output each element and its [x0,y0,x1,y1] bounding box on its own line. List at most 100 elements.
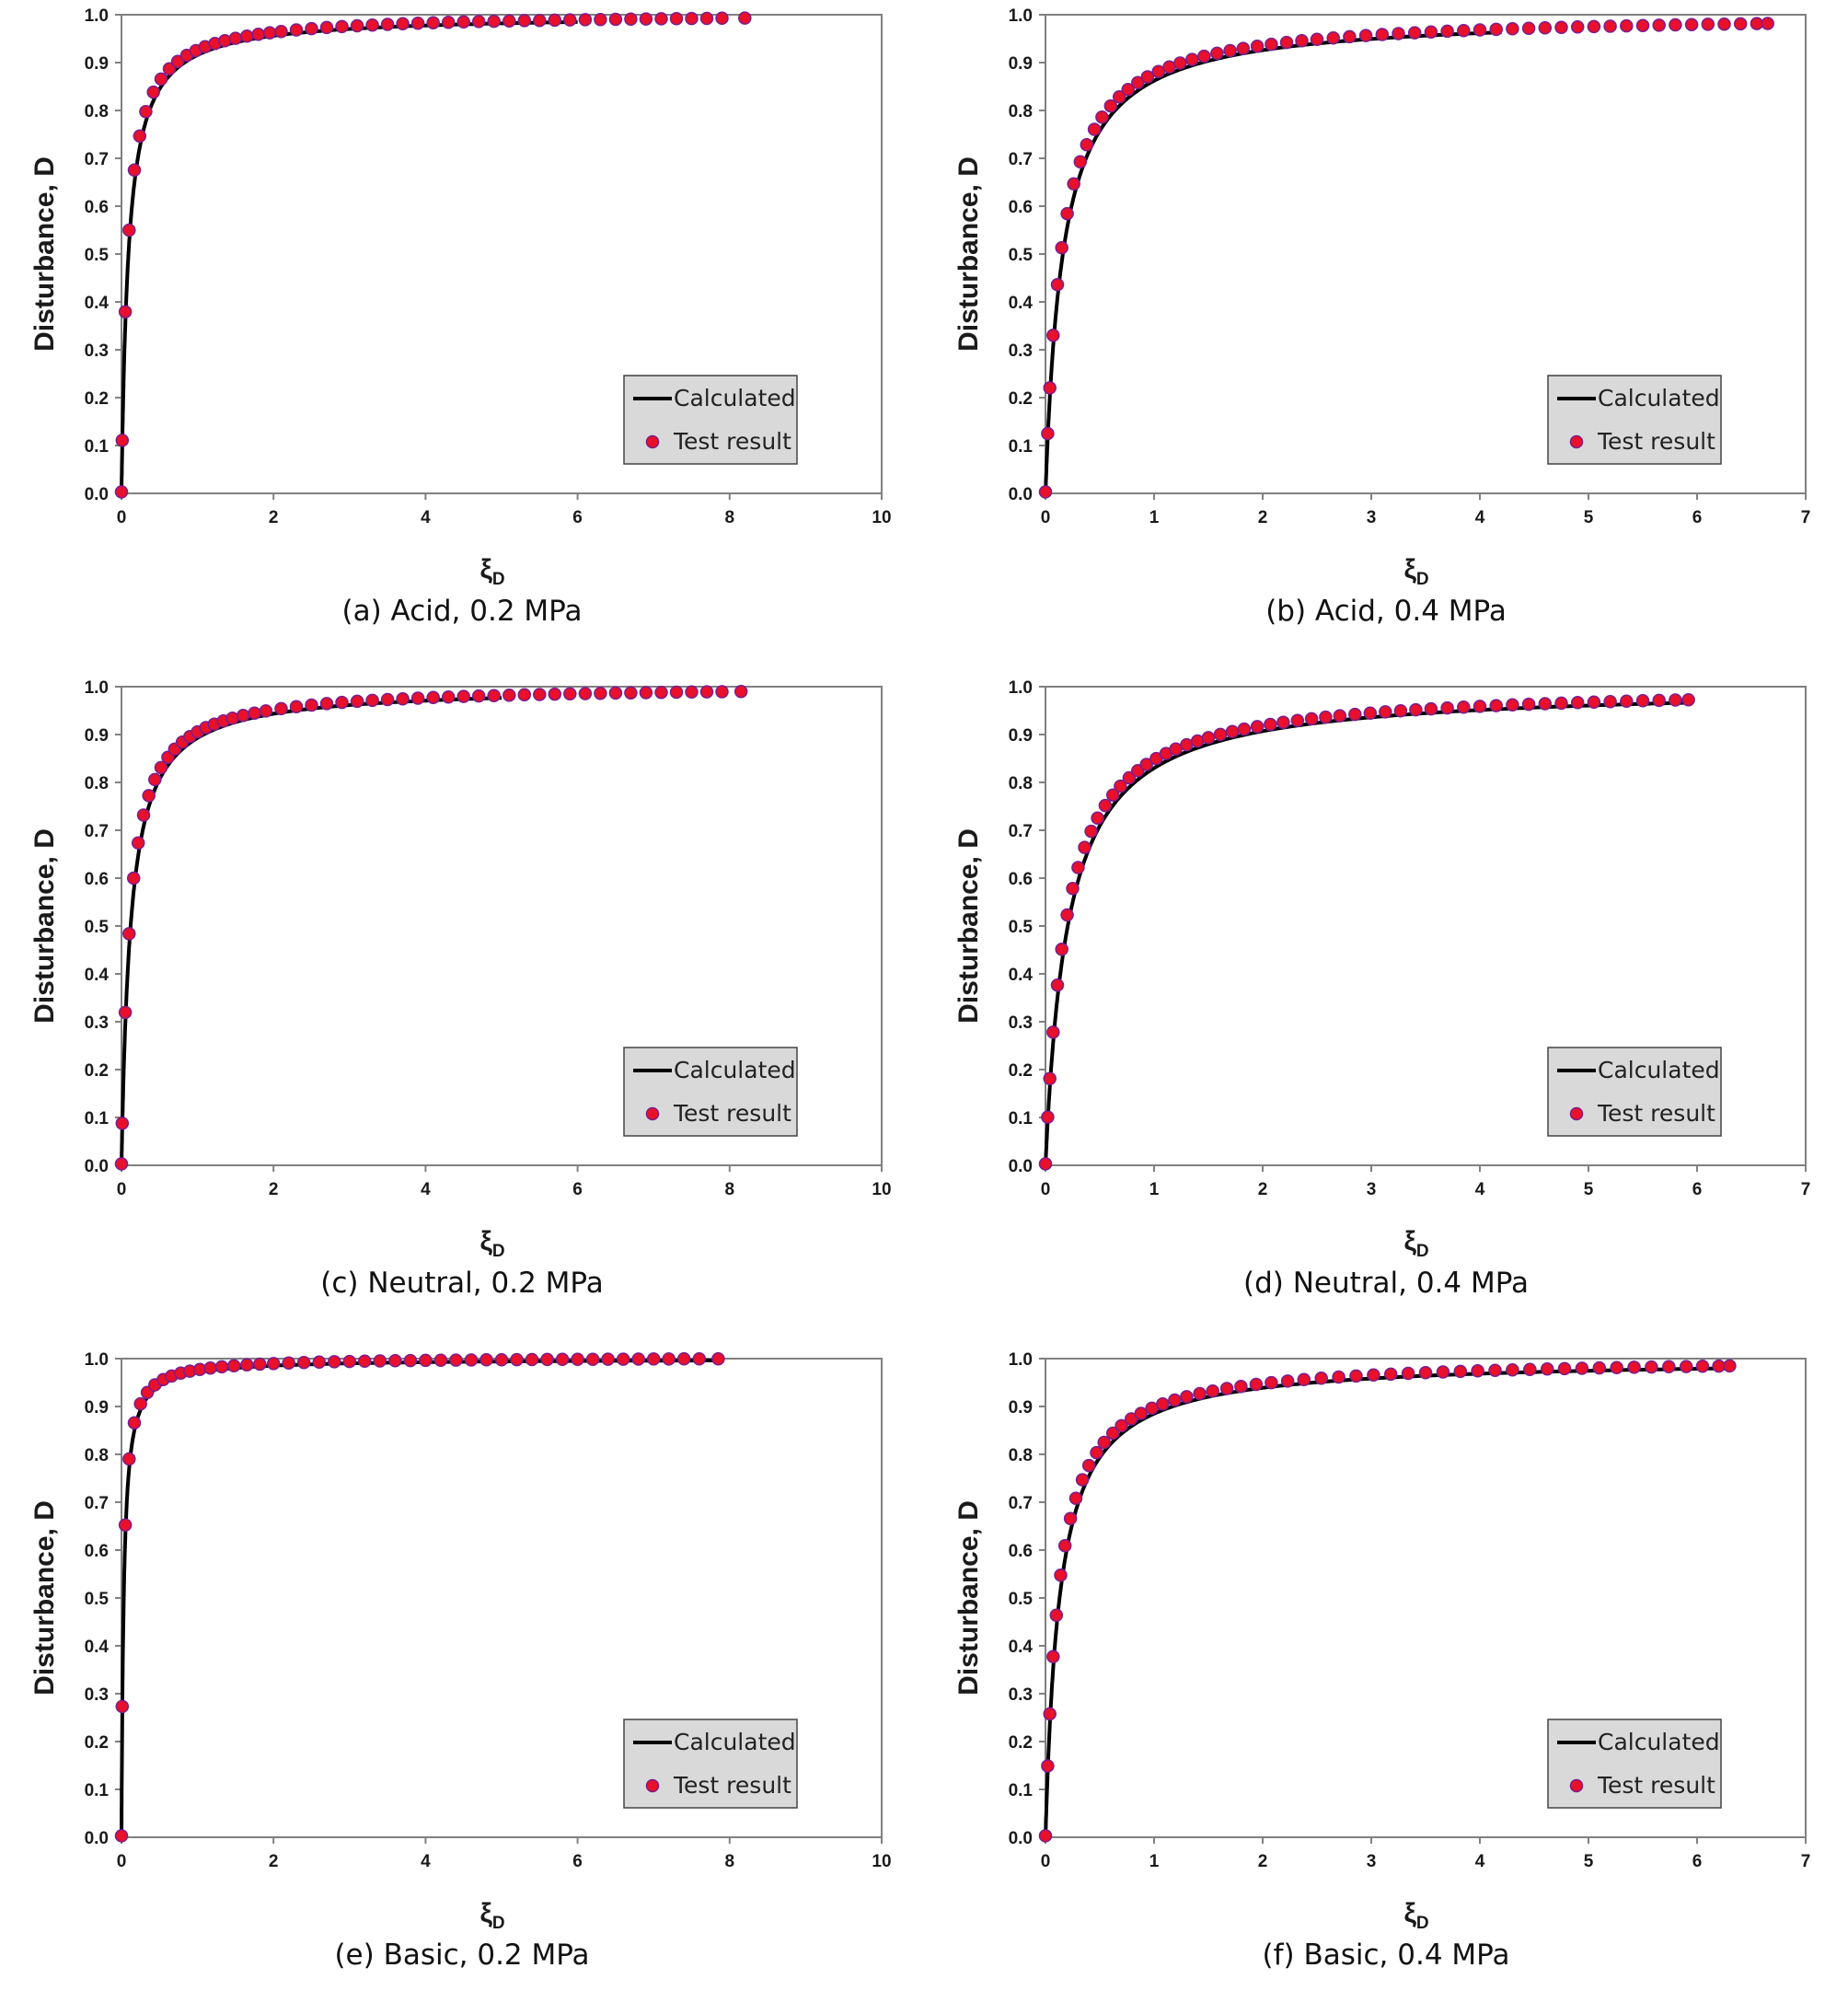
x-tick-label: 4 [1475,1852,1485,1871]
y-tick-label: 0.6 [85,198,109,217]
test-result-point [118,1005,133,1020]
test-result-point [533,688,547,701]
test-result-point [1049,1608,1064,1623]
test-result-point [1145,1401,1159,1416]
panel-caption: (f) Basic, 0.4 MPa [1262,1939,1510,1972]
test-result-point [685,11,699,26]
test-result-point [396,17,410,31]
test-result-point [1043,1071,1057,1086]
test-result-point [1060,908,1074,922]
test-result-point [502,688,516,702]
test-result-point [1603,19,1617,33]
x-tick-label: 6 [1692,1852,1703,1871]
test-result-point [1440,700,1454,715]
x-axis-label-symbol: ξ [479,1898,492,1928]
test-result-point [1424,701,1438,716]
y-tick-label: 0.0 [85,1157,109,1176]
test-result-point [1652,693,1666,708]
x-axis-label-symbol: ξ [1403,1898,1416,1928]
y-tick-label: 0.9 [1009,54,1033,74]
test-result-point [433,1353,448,1368]
x-tick-label: 7 [1801,1852,1811,1871]
y-tick-label: 0.6 [1009,198,1033,217]
test-result-point [1383,1367,1398,1382]
test-result-point [1156,1397,1170,1411]
y-tick-label: 0.0 [85,1829,109,1848]
chart-panel-2: 0.0 0.1 0.2 0.3 0.4 0.5 0.6 0.7 0.8 0.9 1.0 0 2 4 6 8 10… [0,672,924,1342]
y-tick-label: 0.6 [1009,870,1033,889]
test-result-point [1131,75,1145,90]
chart-svg: 0.0 0.1 0.2 0.3 0.4 0.5 0.6 0.7 0.8 0.9 1.0 0 1 2 3 4 5 6… [953,6,1811,589]
test-result-point [1523,1362,1537,1376]
panel-caption: (a) Acid, 0.2 MPa [341,595,583,628]
test-result-point [139,105,153,119]
y-tick-label: 0.3 [85,341,109,361]
test-result-point [487,14,501,29]
x-axis-label-subscript: D [492,570,505,589]
test-result-point [131,836,145,850]
test-result-point [1236,41,1251,55]
y-axis-label: Disturbance, D [953,828,984,1024]
test-result-point [1225,724,1240,739]
x-axis-label-symbol: ξ [479,1226,492,1256]
test-result-point [1343,29,1357,44]
test-result-point [1701,17,1715,31]
y-tick-label: 0.5 [85,246,110,265]
plot-area [1045,1358,1807,1838]
legend-marker-swatch [645,434,660,449]
y-tick-label: 0.6 [1009,1542,1033,1561]
test-result-point [1213,727,1228,742]
x-tick-label: 5 [1584,1180,1594,1199]
test-result-point [170,54,185,69]
legend: Calculated Test result [623,375,798,465]
test-result-point [274,701,288,716]
test-result-point [624,686,638,700]
test-result-point [1506,22,1519,36]
test-result-point [115,1117,130,1130]
test-result-point [274,24,288,39]
test-result-point [1592,1360,1607,1375]
test-result-point [1557,1361,1572,1376]
y-tick-label: 0.0 [1009,485,1033,504]
test-result-point [289,23,304,37]
test-result-point [1075,1473,1090,1487]
test-result-point [1105,1426,1120,1441]
test-result-point [365,693,379,708]
x-tick-label: 2 [1258,1180,1268,1199]
test-result-point [426,690,440,705]
test-result-point [517,14,532,28]
test-result-point [1538,697,1553,711]
test-result-point [1401,1366,1415,1381]
test-result-point [639,12,653,26]
test-result-point [127,163,142,178]
test-result-point [1250,720,1265,734]
test-result-point [218,34,232,48]
test-result-point [154,760,168,775]
test-result-point [571,1352,584,1367]
y-tick-label: 0.5 [1009,918,1034,937]
x-tick-label: 10 [872,1852,891,1871]
y-tick-label: 0.4 [85,966,110,985]
test-result-point [1139,758,1153,771]
y-tick-label: 0.2 [1009,389,1033,409]
test-result-point [1041,1110,1055,1124]
legend-label-calculated: Calculated [1598,1057,1720,1083]
y-tick-label: 0.2 [85,1061,109,1081]
test-result-point [1105,788,1120,802]
test-result-point [1180,737,1194,752]
y-tick-label: 0.1 [1009,1781,1034,1800]
x-tick-label: 1 [1149,1852,1160,1871]
test-result-point [563,687,577,701]
y-tick-label: 0.4 [1009,966,1034,985]
legend: Calculated Test result [623,1047,798,1137]
x-tick-label: 7 [1801,1180,1811,1199]
legend: Calculated Test result [1547,1719,1722,1809]
test-result-point [1210,46,1224,61]
chart-svg: 0.0 0.1 0.2 0.3 0.4 0.5 0.6 0.7 0.8 0.9 1.0 0 2 4 6 8 10… [29,678,892,1261]
test-result-point [1652,18,1666,32]
test-result-point [1489,699,1503,712]
x-tick-label: 7 [1801,508,1811,527]
test-result-point [1627,1360,1641,1374]
y-tick-label: 0.5 [85,918,110,937]
test-result-point [403,1353,418,1368]
